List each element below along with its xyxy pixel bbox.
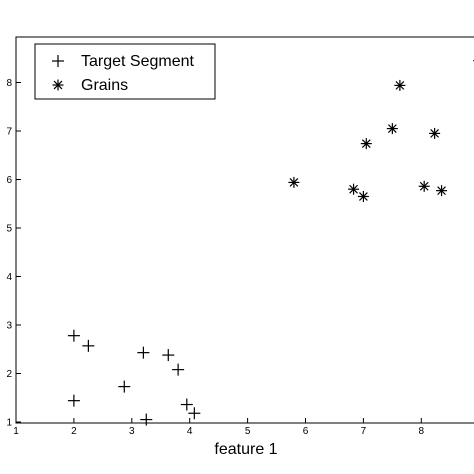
legend-label-grains: Grains [81, 77, 128, 94]
target-segment-point [162, 349, 175, 362]
y-tick-label: 1 [6, 418, 12, 429]
x-tick-label: 7 [361, 426, 367, 437]
x-tick-label: 5 [245, 426, 251, 437]
grains-point [386, 123, 398, 135]
target-segment-point [82, 339, 95, 352]
plot-frame [15, 36, 474, 424]
grains-point [394, 79, 406, 91]
grains-point [436, 185, 448, 197]
x-axis-label: feature 1 [214, 441, 277, 458]
y-tick-label: 3 [6, 321, 12, 332]
x-tick-label: 8 [419, 426, 425, 437]
grains-point [357, 190, 369, 202]
y-tick-label: 6 [6, 175, 12, 186]
legend-box [34, 43, 216, 100]
grains-point [288, 176, 300, 188]
target-segment-point [137, 346, 150, 359]
grains-point [360, 138, 372, 150]
target-segment-point [118, 380, 131, 393]
x-tick-label: 1 [13, 426, 19, 437]
x-tick-label: 2 [71, 426, 77, 437]
y-tick-label: 2 [6, 369, 12, 380]
target-segment-point [188, 407, 201, 420]
target-segment-point [67, 329, 80, 342]
y-tick-label: 4 [6, 272, 12, 283]
legend-label-target-segment: Target Segment [81, 53, 195, 70]
target-segment-point [140, 413, 153, 426]
legend: Target Segment Grains [34, 43, 216, 100]
legend-marker-target-segment [52, 55, 64, 67]
x-tick-label: 4 [187, 426, 193, 437]
grains-point [429, 127, 441, 139]
y-tick-label: 8 [6, 78, 12, 89]
target-segment-point [180, 398, 193, 411]
legend-marker-grains [52, 79, 64, 91]
y-tick-label: 7 [6, 127, 12, 138]
target-segment-point [172, 363, 185, 376]
grains-point [418, 180, 430, 192]
y-tick-label: 5 [6, 224, 12, 235]
x-tick-label: 3 [129, 426, 135, 437]
grains-point [348, 183, 360, 195]
target-segment-point [67, 394, 80, 407]
x-tick-label: 6 [303, 426, 309, 437]
